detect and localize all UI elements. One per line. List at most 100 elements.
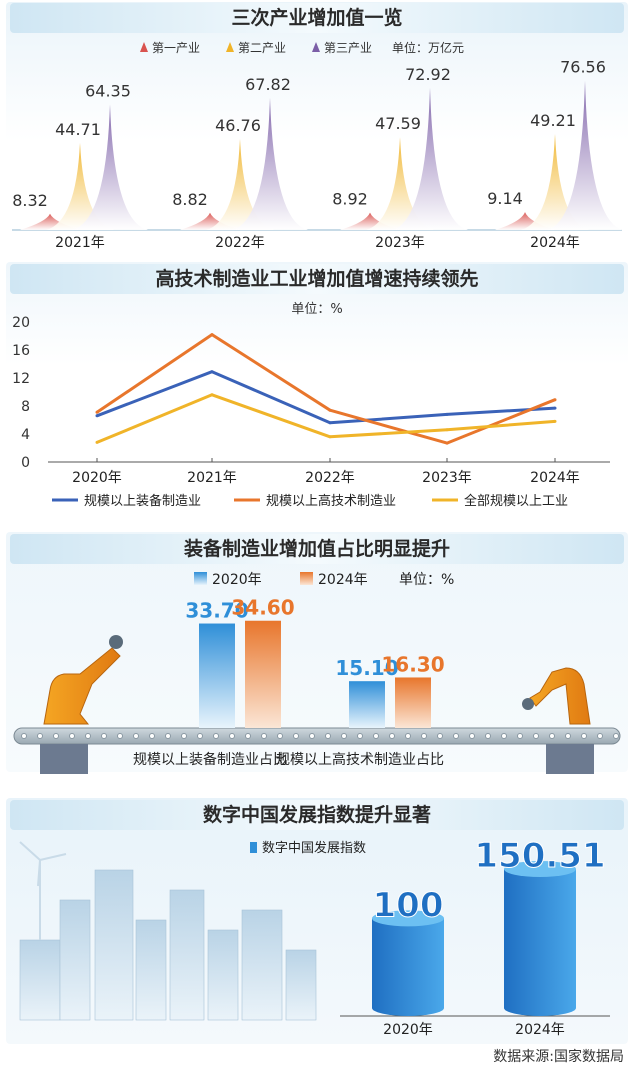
peak-2-1 [46,142,114,230]
x-tick-3: 2022年 [305,470,355,486]
conveyor-roller [181,733,187,739]
conveyor-roller [277,733,283,739]
peak-label-3-3: 72.92 [405,65,451,84]
conveyor-roller [485,733,491,739]
chart1-svg: 第一产业 第二产业 第三产业 单位：万亿元 8.32 44.71 64.35 2021年 8.8… [12,40,623,251]
bar-label-1-1: 33.70 [185,599,248,623]
bar-1-1 [199,623,235,728]
conveyor-roller [597,733,603,739]
y-tick-1: 0 [21,455,30,471]
legend-swatch-1 [250,842,257,853]
robot-gripper-left [109,635,123,649]
peak-label-2-1: 44.71 [55,120,101,139]
conveyor-roller [357,733,363,739]
point-2-3 [328,408,332,412]
conveyor-roller [421,733,427,739]
robot-arm-right [529,667,591,725]
peak-3-1 [72,104,148,230]
bar-label-2-2: 16.30 [381,652,444,676]
conveyor-roller [533,733,539,739]
bar-top-1 [372,910,444,927]
category-label-3: 2023年 [375,235,425,251]
category-label-1: 2020年 [383,1022,433,1038]
conveyor-roller [325,733,331,739]
conveyor-roller [197,733,203,739]
bar-label-1: 100 [373,885,444,925]
bar-1-2 [349,681,385,728]
conveyor-roller [469,733,475,739]
wind-turbine-blades [19,841,67,887]
peak-label-1-3: 8.92 [332,190,368,209]
point-3-1 [95,440,99,444]
legend-label-2: 2024年 [318,572,368,588]
y-tick-3: 8 [21,399,30,415]
legend-label-2: 第二产业 [238,41,286,55]
conveyor-roller [213,733,219,739]
legend-label-1: 规模以上装备制造业 [84,493,201,509]
x-tick-5: 2024年 [530,470,580,486]
conveyor-roller [501,733,507,739]
conveyor-roller [565,733,571,739]
peak-3-4 [547,80,623,230]
chart4-svg: 数字中国发展指数 100 2020年 150.51 2024年 [19,836,610,1038]
legend-swatch-2 [226,42,234,52]
bar-label-1-2: 15.10 [335,656,398,680]
y-tick-4: 12 [12,371,30,387]
conveyor-roller [37,733,43,739]
point-3-4 [445,428,449,432]
peak-2-3 [366,137,434,230]
category-label-2: 2024年 [515,1022,565,1038]
peak-2-4 [521,134,589,230]
legend-swatch-1 [194,572,207,585]
point-1-4 [445,412,449,416]
bar-top-2 [504,861,576,878]
chart2-title: 高技术制造业工业增加值增速持续领先 [10,264,624,294]
bar-2-2 [395,677,431,728]
category-label-1: 规模以上装备制造业占比 [133,751,287,768]
conveyor-roller [405,733,411,739]
chart3-title: 装备制造业增加值占比明显提升 [10,534,624,564]
legend-label-1: 2020年 [212,572,262,588]
point-2-5 [553,398,557,402]
unit-label: 单位：% [399,572,454,588]
bar-2-1 [245,620,281,728]
robot-arm-left [43,647,121,725]
city-building [135,919,167,1021]
peak-label-1-1: 8.32 [12,191,48,210]
conveyor-roller [613,733,619,739]
conveyor-roller [389,733,395,739]
point-3-5 [553,419,557,423]
conveyor-roller [581,733,587,739]
legend-label-3: 全部规模以上工业 [464,493,568,509]
city-building [59,899,91,1021]
x-tick-1: 2020年 [72,470,122,486]
peak-label-2-3: 47.59 [375,114,421,133]
conveyor-roller [53,733,59,739]
conveyor-roller [85,733,91,739]
bar-label-2: 150.51 [474,836,605,876]
y-tick-6: 20 [12,315,30,331]
conveyor-roller [309,733,315,739]
peak-label-3-4: 76.56 [560,58,606,77]
conveyor-roller [341,733,347,739]
conveyor-roller [149,733,155,739]
point-1-5 [553,406,557,410]
peak-label-3-2: 67.82 [245,75,291,94]
conveyor-belt [13,727,621,745]
category-label-4: 2024年 [530,235,580,251]
peak-label-1-4: 9.14 [487,189,523,208]
chart1-title: 三次产业增加值一览 [10,3,624,33]
conveyor-roller [517,733,523,739]
point-1-1 [95,414,99,418]
legend-label-1: 第一产业 [152,41,200,55]
category-label-2: 2022年 [215,235,265,251]
point-2-1 [95,410,99,414]
legend-label-3: 第三产业 [324,41,372,55]
city-building [169,889,205,1021]
unit-label: 单位：万亿元 [392,40,464,55]
conveyor-roller [165,733,171,739]
point-1-2 [210,370,214,374]
data-source: 数据来源:国家数据局 [493,1049,624,1065]
series-line-3 [96,393,556,444]
conveyor-roller [69,733,75,739]
